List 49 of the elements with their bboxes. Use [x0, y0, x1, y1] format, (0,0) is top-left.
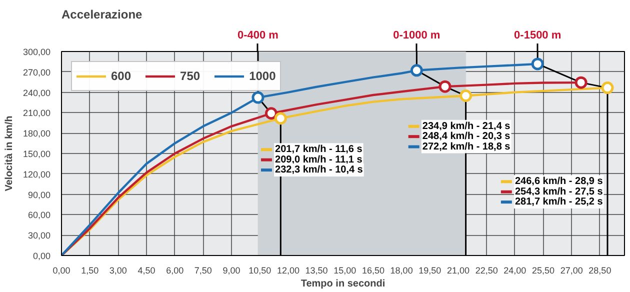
x-tick-label: 13,50: [305, 266, 328, 276]
y-tick-label: 90,00: [28, 190, 51, 200]
legend-label: 750: [180, 69, 200, 83]
y-tick-label: 60,00: [28, 210, 51, 220]
annotation: 209,0 km/h - 11,1 s: [275, 154, 363, 166]
x-tick-label: 18,00: [390, 266, 413, 276]
y-tick-label: 240,00: [22, 88, 51, 98]
x-tick-label: 12,00: [276, 266, 300, 276]
y-tick-label: 210,00: [22, 108, 51, 118]
x-tick-label: 4,50: [138, 266, 156, 276]
y-tick-label: 150,00: [22, 149, 51, 159]
y-tick-label: 30,00: [28, 230, 51, 241]
x-tick-label: 15,00: [334, 266, 356, 276]
annotation: 234,9 km/h - 21,4 s: [422, 120, 511, 132]
annotation: 232,3 km/h - 10,4 s: [275, 164, 364, 176]
x-tick-label: 24,00: [504, 266, 526, 276]
y-tick-label: 180,00: [22, 128, 51, 139]
x-tick-label: 3,00: [109, 266, 127, 276]
x-tick-label: 7,50: [194, 266, 212, 276]
y-tick-label: 0,00: [32, 251, 51, 261]
annotation: 246,6 km/h - 28,9 s: [514, 176, 604, 188]
chart-title: Accelerazione: [62, 8, 143, 22]
x-tick-label: 28,50: [588, 266, 612, 276]
x-tick-label: 27,00: [560, 266, 583, 276]
ref-line-label: 0-1500 m: [514, 30, 562, 42]
x-tick-label: 9,00: [222, 266, 240, 276]
x-axis-title: Tempo in secondi: [300, 278, 386, 290]
ref-line-label: 0-1000 m: [393, 30, 440, 42]
x-tick-label: 16,50: [362, 266, 384, 276]
x-tick-label: 10,50: [248, 266, 272, 276]
x-tick-label: 6,00: [166, 266, 184, 276]
annotation: 201,7 km/h - 11,6 s: [275, 144, 363, 156]
ref-line-label: 0-400 m: [238, 30, 279, 42]
annotation: 272,2 km/h - 18,8 s: [422, 141, 511, 152]
annotation: 254,3 km/h - 27,5 s: [514, 186, 604, 198]
y-axis-title: Velocità in km/h: [4, 116, 15, 192]
x-tick-label: 1,50: [81, 266, 99, 276]
x-tick-label: 0,00: [52, 266, 70, 276]
x-tick-label: 22,50: [475, 266, 498, 276]
x-tick-label: 25,50: [532, 266, 555, 276]
y-tick-label: 120,00: [22, 169, 51, 180]
y-tick-label: 300,00: [22, 47, 51, 57]
annotation: 281,7 km/h - 25,2 s: [514, 196, 604, 208]
x-tick-label: 19,50: [418, 266, 442, 276]
legend-label: 600: [111, 69, 132, 83]
annotation: 248,4 km/h - 20,3 s: [422, 131, 511, 142]
legend-label: 1000: [249, 69, 276, 83]
y-tick-label: 270,00: [22, 67, 51, 78]
x-tick-label: 21,00: [446, 266, 470, 276]
